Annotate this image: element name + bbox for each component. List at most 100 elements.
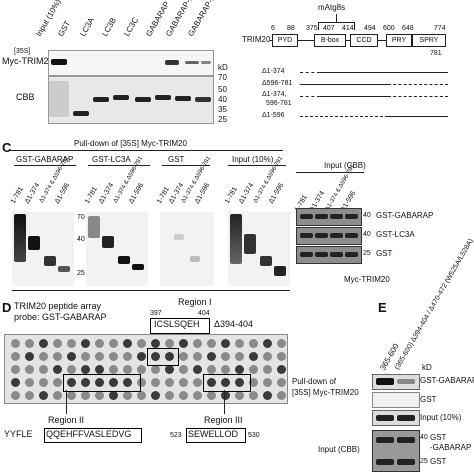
kd-label: kD [218,63,228,72]
e-row-input: Input (10%) [420,413,462,422]
c-gel-gst [160,212,214,286]
region1-deletion: Δ394-404 [214,319,254,329]
c-g1-lane4: Δ1-596 [53,181,72,205]
construct-d1-374: Δ1-374 [262,68,285,75]
trim20-domain-map: PYD B-box CCD PRY SPRY [270,34,450,47]
e-row-gst-gabarap: GST-GABARAP [420,376,474,385]
panel-letter-e: E [378,300,387,315]
region3-start: 523 [170,432,182,439]
c-cbb-m1: 40 [363,212,371,219]
construct-d1-596: Δ1-596 [262,112,285,119]
domain-bbox: B-box [314,34,346,47]
c-cbb-lane3: Δ1-374 & Δ596-781 [324,163,357,212]
panel-letter-d: D [2,300,12,315]
panel-letter-c: C [2,140,12,155]
e-cbb-row1b: -GABARAP [430,443,472,452]
pos-600: 600 [383,25,395,32]
c-footer: Myc-TRIM20 [344,275,390,284]
c-gel-gabarap [12,212,74,286]
c-cbb-row-lc3a: GST-LC3A [376,230,415,239]
e-blot-gabarap [372,374,420,390]
region1-start: 397 [150,310,162,317]
marker-50: 50 [218,85,227,94]
c-cbb-m3: 25 [363,250,371,257]
lane-label-gst: GST [56,19,73,38]
domain-pry: PRY [386,34,412,47]
region3-sequence: SEWELLOD [188,429,239,439]
d-side-2: [35S] Myc-TRIM20 [292,388,359,397]
pos-774: 774 [434,25,446,32]
c-g2-lane1: 1-781 [83,185,99,205]
pos-407: 407 [323,25,335,32]
group-gst: GST [168,155,185,164]
e-cbb-row1: GST [430,433,447,442]
e-blot-input [372,410,420,426]
lane-label-gabarap-l2: GABARAP-L2 [186,0,220,38]
c-marker-40: 40 [77,236,85,243]
region3-end: 530 [248,432,260,439]
e-cbb-blot [372,430,420,472]
d-title-2: probe: GST-GABARAP [14,312,107,322]
region1-sequence-box [150,318,210,334]
e-lane-2: (365-600) Δ394-404 / Δ470-472 (W525A/L52… [393,237,474,371]
c-g2-lane4: Δ1-596 [127,181,146,205]
c-cbb-m2: 40 [363,231,371,238]
cbb-gel [48,76,214,124]
construct-d596-781: Δ596-781 [262,80,293,87]
c-g4-lane1: 1-781 [223,185,239,205]
region2-prefix: YYFLE [4,429,33,439]
d-side-1: Pull-down of [292,377,337,386]
s35-label: [35S] [14,48,31,55]
c-g1-lane2: Δ1-374 [23,181,42,205]
region2-label: Region II [48,415,85,425]
lane-label-lc3c: LC3C [122,15,141,38]
marker-35: 35 [218,105,227,114]
e-cbb-label: Input (CBB) [318,445,360,454]
c-g2-lane2: Δ1-374 [97,181,116,205]
region1-sequence: ICSLSQEH [154,319,200,329]
d-title-1: TRIM20 peptide array [14,301,102,311]
e-cbb-m25: 25 [420,458,428,465]
construct-d1-374-a: Δ1-374, [262,91,287,98]
pos-414: 414 [342,25,354,32]
group-gst-gabarap: GST-GABARAP [16,155,74,164]
group-gst-lc3a: GST-LC3A [92,155,131,164]
domain-spry: SPRY [412,34,446,47]
marker-40: 40 [218,95,227,104]
c-gel-lc3a [86,212,148,286]
lane-label-lc3b: LC3B [100,16,119,38]
peptide-array [4,334,288,404]
e-blot-gst [372,392,420,408]
region2-boxed: QQEHFFVASLEDVG [46,429,132,439]
matg8s-label: mAtg8s [318,3,346,12]
panel-c-title: Pull-down of [35S] Myc-TRIM20 [74,139,187,148]
pos-88: 88 [287,25,295,32]
marker-70: 70 [218,73,227,82]
e-cbb-m40: 40 [420,434,428,441]
c-cbb-title: Input (CBB) [324,161,366,170]
cbb-label: CBB [16,92,35,102]
region2-sequence-box [44,428,142,443]
region3-label: Region III [204,415,243,425]
c-marker-70: 70 [77,214,85,221]
lane-label-lc3a: LC3A [78,16,97,38]
region3-sequence-box [186,428,246,443]
e-row-gst: GST [420,395,437,404]
pos-494: 494 [364,25,376,32]
e-cbb-row2: GST [430,457,447,466]
domain-pyd: PYD [272,34,298,47]
domain-ccd: CCD [350,34,378,47]
region1-label: Region I [178,297,212,307]
c-marker-25: 25 [77,270,85,277]
myc-trim20-label: Myc-TRIM20 [2,56,54,66]
pos-375: 375 [306,25,318,32]
pos-648: 648 [402,25,414,32]
autorad-blot [48,50,214,76]
c-cbb-row-gabarap: GST-GABARAP [376,211,434,220]
construct-d1-374-b: 596-781 [266,100,292,107]
c-cbb-blot-lc3a [296,227,362,245]
pos-781: 781 [430,50,442,57]
e-kd: kD [422,363,432,372]
c-g1-lane1: 1-781 [9,185,25,205]
c-g4-lane2: Δ1-374 [237,181,256,205]
